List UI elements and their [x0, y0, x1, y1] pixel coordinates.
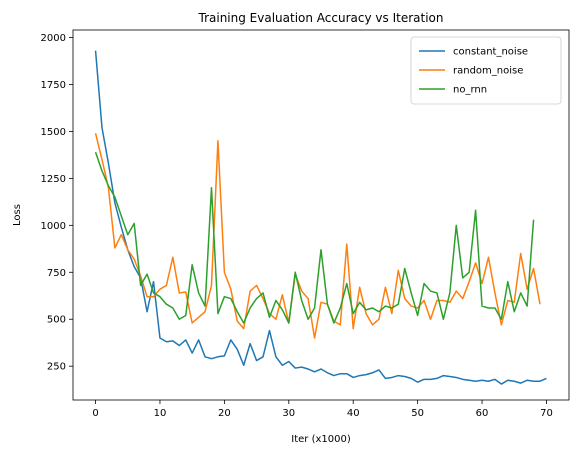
series-line-random-noise — [94, 133, 541, 339]
y-tick-label: 1750 — [41, 80, 66, 91]
x-tick-label: 70 — [540, 408, 553, 419]
legend-label-random-noise: random_noise — [453, 66, 523, 77]
x-tick-label: 0 — [92, 408, 98, 419]
y-tick-label: 1500 — [41, 127, 66, 138]
y-axis: 250 500 750 1000 1250 1500 1750 2000 — [41, 33, 73, 373]
x-tick-label: 40 — [347, 408, 360, 419]
y-tick-label: 1250 — [41, 174, 66, 185]
x-tick-label: 30 — [282, 408, 295, 419]
x-tick-label: 10 — [154, 408, 167, 419]
x-tick-label: 60 — [476, 408, 489, 419]
x-axis: 0 10 20 30 40 50 60 70 — [92, 400, 553, 419]
y-axis-label: Loss — [12, 204, 23, 226]
plot-frame — [72, 29, 570, 401]
y-tick-label: 750 — [47, 268, 66, 279]
series-line-constant-noise — [94, 50, 547, 385]
y-tick-label: 250 — [47, 362, 66, 373]
legend-box — [410, 36, 562, 105]
x-tick-label: 50 — [411, 408, 424, 419]
x-tick-label: 20 — [218, 408, 231, 419]
x-axis-label: Iter (x1000) — [291, 434, 351, 445]
y-tick-label: 2000 — [41, 33, 66, 44]
series-line-no-rnn — [94, 151, 535, 324]
chart-title: Training Evaluation Accuracy vs Iteratio… — [198, 11, 444, 25]
legend-label-constant-noise: constant_noise — [453, 47, 528, 58]
y-tick-label: 500 — [47, 315, 66, 326]
legend-label-no-rnn: no_rnn — [453, 85, 487, 96]
legend: constant_noise random_noise no_rnn — [410, 36, 562, 105]
y-tick-label: 1000 — [41, 221, 66, 232]
plot-area — [94, 50, 547, 385]
